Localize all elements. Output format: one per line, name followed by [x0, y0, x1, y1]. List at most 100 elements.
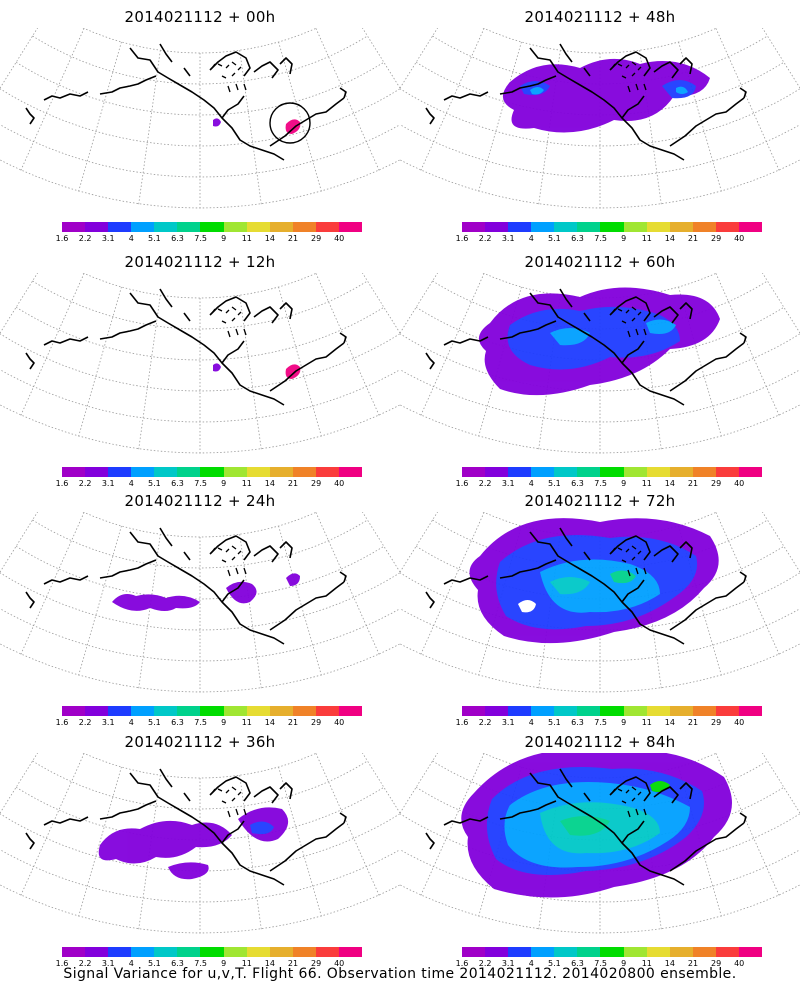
longitude-line	[138, 50, 161, 206]
colorbar-swatch	[485, 706, 509, 716]
longitude-line	[239, 534, 262, 690]
colorbar-swatch	[554, 467, 578, 477]
colorbar-swatch	[131, 706, 155, 716]
longitude-line	[19, 28, 85, 172]
coastline	[221, 820, 245, 844]
colorbar-swatch	[108, 947, 132, 957]
coastline	[159, 527, 173, 547]
colorbar-label: 21	[687, 479, 699, 488]
colorbar-swatch	[508, 706, 532, 716]
variance-contour	[518, 600, 536, 613]
coastline	[99, 75, 157, 95]
colorbar-label: 14	[664, 234, 675, 243]
latitude-line	[15, 61, 385, 116]
panel-72h: 2014021112 + 72h 1.6 2.2 3.1 4 5.1 6.3 7.5 9 11 1…	[400, 484, 800, 729]
colorbar-swatch	[646, 706, 670, 716]
colorbar-label: 6.3	[171, 718, 184, 727]
coastline	[443, 336, 489, 346]
coastline	[443, 91, 489, 101]
colorbar-swatch	[577, 467, 601, 477]
coastline	[621, 95, 645, 119]
colorbar-swatch	[462, 222, 486, 232]
colorbar-swatch	[223, 947, 247, 957]
colorbar-label: 29	[711, 234, 722, 243]
colorbar-label: 5.1	[148, 234, 161, 243]
panel-title: 2014021112 + 12h	[124, 253, 276, 271]
coastline	[269, 342, 345, 392]
colorbar-label: 11	[241, 234, 252, 243]
colorbar-swatch	[531, 222, 555, 232]
colorbar-label: 21	[687, 718, 699, 727]
coastline	[609, 776, 651, 802]
colorbar-labels: 1.6 2.2 3.1 4 5.1 6.3 7.5 9 11 14 21 29 40	[55, 234, 365, 244]
latitude-line	[15, 545, 385, 600]
coastline	[253, 786, 279, 804]
panel-title: 2014021112 + 36h	[124, 733, 276, 751]
colorbar-swatch	[177, 947, 201, 957]
variance-contour	[530, 87, 544, 95]
coastline	[159, 768, 173, 788]
colorbar-swatch	[154, 467, 178, 477]
coastline	[209, 51, 251, 77]
colorbar-swatch	[669, 467, 693, 477]
graticule	[0, 273, 400, 455]
colorbar-swatch	[646, 467, 670, 477]
latitude-line	[400, 88, 800, 147]
latitude-line	[82, 512, 318, 538]
colorbar-swatch	[315, 706, 339, 716]
longitude-line	[715, 512, 781, 656]
latitude-line	[82, 753, 318, 779]
coastline	[609, 535, 651, 561]
colorbar-swatch	[531, 947, 555, 957]
colorbar-label: 7.5	[194, 718, 207, 727]
coastline	[679, 57, 693, 75]
colorbar-label: 4	[528, 718, 534, 727]
longitude-line	[361, 28, 400, 89]
colorbar-label: 1.6	[455, 479, 469, 488]
colorbar-swatch	[554, 706, 578, 716]
longitude-line	[400, 28, 439, 89]
colorbar-label: 21	[287, 959, 299, 968]
coastline	[609, 296, 651, 322]
coastline	[739, 571, 747, 583]
panel-title: 2014021112 + 24h	[124, 492, 276, 510]
colorbar-label: 2.2	[78, 718, 92, 727]
colorbar-label: 14	[264, 479, 275, 488]
coastline	[621, 340, 645, 364]
panel-00h: 2014021112 + 00h 1.6 2.2 3.1 4 5.1 6.3 7.5 9 11 1…	[0, 0, 400, 245]
longitude-line	[239, 295, 262, 451]
colorbar-swatch	[338, 222, 363, 232]
colorbar-swatch	[246, 706, 270, 716]
colorbar-label: 4	[128, 234, 134, 243]
colorbar-label: 40	[734, 479, 745, 488]
colorbar-label: 40	[334, 479, 345, 488]
colorbar-labels: 1.6 2.2 3.1 4 5.1 6.3 7.5 9 11 14 21 29 40	[455, 234, 765, 244]
colorbar-label: 14	[664, 959, 675, 968]
coastline	[529, 531, 685, 645]
colorbar-label: 29	[311, 479, 322, 488]
graticule	[0, 28, 400, 210]
coastline	[609, 51, 651, 77]
lake-outline	[227, 328, 247, 338]
coastline	[529, 292, 685, 406]
longitude-line	[19, 512, 85, 656]
lake-outline	[211, 61, 242, 79]
coastline	[99, 800, 157, 820]
colorbar-label: 14	[264, 718, 275, 727]
colorbar-swatch	[62, 947, 86, 957]
colorbar-label: 11	[641, 479, 652, 488]
colorbar-label: 9	[621, 718, 627, 727]
latitude-line	[32, 280, 368, 330]
lake-outline	[211, 786, 242, 804]
colorbar-swatch	[623, 467, 647, 477]
panel-36h: 2014021112 + 36h 1.6 2.2 3.1 4 5.1 6.3 7.5 9 11 1…	[0, 725, 400, 970]
coastline	[425, 352, 435, 370]
colorbar-label: 2.2	[478, 959, 492, 968]
coastline	[529, 772, 685, 886]
variance-shading	[502, 58, 710, 133]
figure-caption: Signal Variance for u,v,T. Flight 66. Ob…	[63, 966, 737, 982]
colorbar-swatch	[200, 947, 224, 957]
colorbar-label: 5.1	[548, 479, 561, 488]
coastline	[559, 288, 573, 308]
colorbar-swatch	[715, 947, 739, 957]
